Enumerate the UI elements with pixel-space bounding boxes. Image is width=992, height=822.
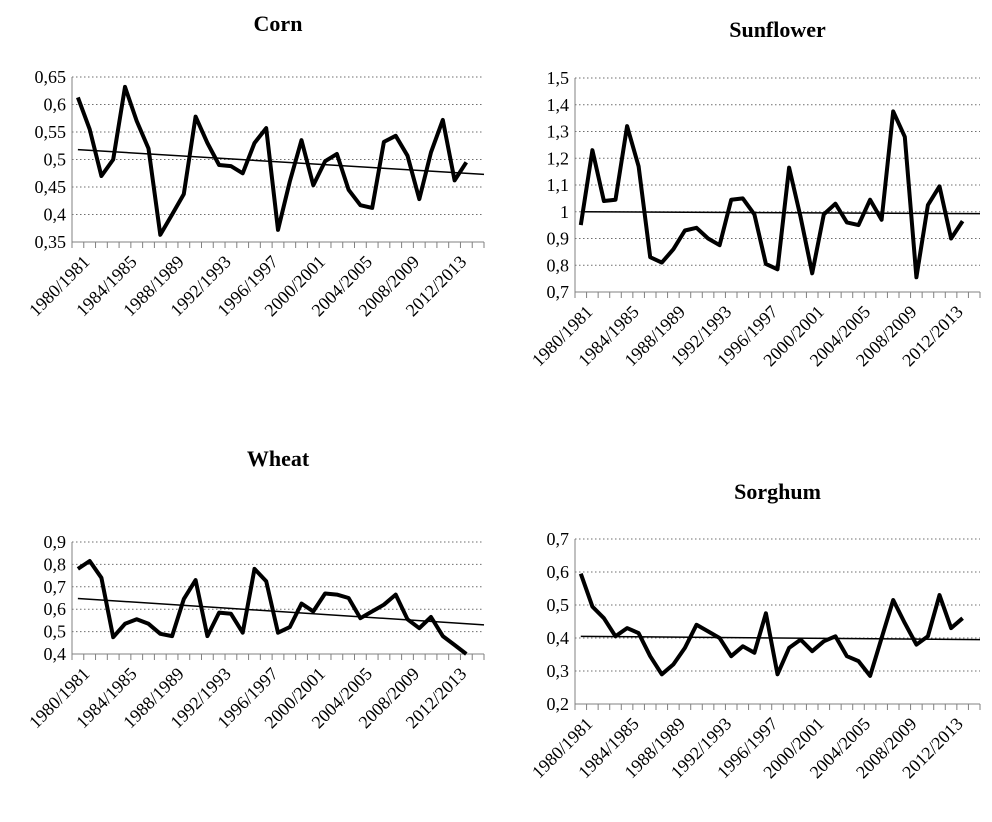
wheat-y-tick-label: 0,5 [44, 622, 67, 642]
corn-chart-panel: Corn 0,35 0,4 0,45 0,5 0,55 0,6 0,65 1980/1981 19… [0, 0, 496, 411]
corn-y-tick-label: 0,35 [35, 232, 67, 252]
corn-y-tick-label: 0,55 [35, 122, 67, 142]
sunflower-y-tick-label: 1,1 [547, 175, 570, 195]
corn-chart: Corn0,350,40,450,50,550,60,651980/198119… [25, 11, 485, 320]
sorghum-trendline [580, 635, 981, 641]
sorghum-chart: Sorghum0,20,30,40,50,60,71980/19811984/1… [528, 479, 981, 782]
sunflower-y-tick-label: 0,8 [547, 255, 570, 275]
wheat-series-line [76, 559, 468, 656]
corn-y-tick-label: 0,65 [35, 67, 67, 87]
sunflower-y-tick-label: 1,4 [547, 95, 570, 115]
sorghum-chart-panel: Sorghum 0,2 0,3 0,4 0,5 0,6 0,7 1980/1981 1984/1… [496, 411, 992, 822]
sorghum-chart-title: Sorghum [734, 479, 821, 504]
sorghum-y-tick-label: 0,6 [547, 562, 570, 582]
sunflower-y-tick-label: 0,9 [547, 229, 570, 249]
wheat-y-tick-label: 0,7 [44, 577, 67, 597]
wheat-trendline [77, 597, 485, 626]
wheat-y-tick-label: 0,9 [44, 532, 67, 552]
sunflower-y-tick-label: 1,2 [547, 148, 570, 168]
sorghum-y-tick-label: 0,3 [547, 661, 570, 681]
sorghum-y-tick-label: 0,5 [547, 595, 570, 615]
sunflower-chart: Sunflower0,70,80,911,11,21,31,41,51980/1… [528, 17, 981, 370]
corn-series-line [76, 84, 468, 237]
corn-y-tick-label: 0,45 [35, 177, 67, 197]
wheat-y-tick-label: 0,6 [44, 599, 67, 619]
wheat-chart-panel: Wheat 0,4 0,5 0,6 0,7 0,8 0,9 1980/1981 1984/198… [0, 411, 496, 822]
corn-y-tick-label: 0,4 [44, 205, 67, 225]
sunflower-y-tick-label: 0,7 [547, 282, 570, 302]
sorghum-y-tick-label: 0,4 [547, 628, 570, 648]
corn-chart-title: Corn [254, 11, 303, 36]
sunflower-y-tick-label: 1,5 [547, 68, 570, 88]
wheat-y-tick-label: 0,8 [44, 554, 67, 574]
sunflower-series-line [578, 109, 965, 280]
sorghum-series-line [578, 573, 964, 678]
corn-y-tick-label: 0,6 [44, 95, 67, 115]
wheat-chart-title: Wheat [247, 446, 310, 471]
sunflower-trendline [580, 211, 981, 215]
sunflower-y-tick-label: 1,3 [547, 122, 570, 142]
sunflower-y-tick-label: 1 [560, 202, 569, 222]
corn-y-tick-label: 0,5 [44, 150, 67, 170]
wheat-chart: Wheat0,40,50,60,70,80,91980/19811984/198… [25, 446, 485, 732]
sorghum-y-tick-label: 0,2 [547, 694, 570, 714]
wheat-y-tick-label: 0,4 [44, 644, 67, 664]
sunflower-chart-title: Sunflower [729, 17, 826, 42]
corn-trendline [77, 148, 485, 176]
sorghum-y-tick-label: 0,7 [547, 529, 570, 549]
sunflower-chart-panel: Sunflower 0,7 0,8 0,9 1 1,1 1,2 1,3 1,4 1,5 1980/1… [496, 0, 992, 411]
